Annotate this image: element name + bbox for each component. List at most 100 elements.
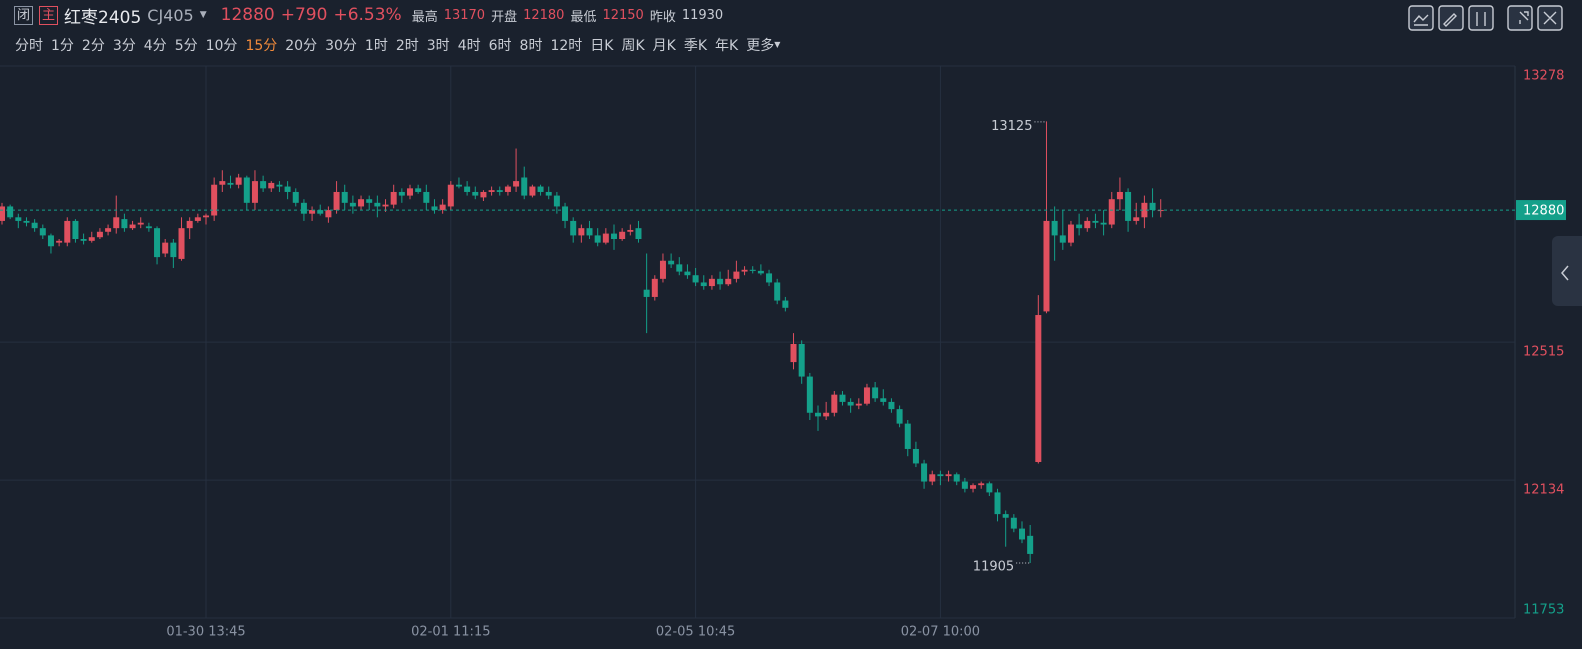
candle-body	[39, 228, 46, 236]
candle-body	[1076, 224, 1083, 229]
candle-body	[113, 217, 120, 229]
last-price-tag	[1516, 200, 1566, 221]
candle-body	[880, 398, 887, 402]
more-caret: ▼	[774, 40, 781, 49]
candle-body	[961, 481, 968, 489]
period-button[interactable]: 4时	[457, 38, 481, 54]
candle-body	[635, 228, 642, 240]
candle-body	[611, 233, 617, 240]
period-button[interactable]: 12时	[550, 38, 583, 54]
candle-body	[464, 186, 471, 192]
candle-body	[260, 181, 267, 189]
candle-body	[806, 376, 813, 413]
period-button[interactable]: 分时	[15, 38, 43, 54]
dropdown-caret[interactable]: ▼	[199, 10, 207, 20]
period-button[interactable]: 1时	[364, 38, 388, 54]
status-tag: 闭	[14, 5, 34, 25]
candle-body	[1141, 202, 1148, 218]
candle-body	[227, 182, 234, 185]
candle-body	[839, 394, 846, 402]
period-button[interactable]: 季K	[683, 38, 708, 54]
candle-body	[341, 191, 348, 203]
period-button[interactable]: 2分	[81, 38, 105, 54]
symbol-name: 红枣2405	[64, 7, 142, 28]
symbol-code[interactable]: CJ405	[147, 5, 194, 25]
candle-body	[415, 188, 422, 192]
candle-body	[594, 235, 601, 243]
candle-body	[847, 401, 854, 406]
main-tag[interactable]: 主	[39, 5, 59, 25]
candle-body	[790, 343, 797, 363]
period-button[interactable]: 5分	[174, 38, 198, 54]
period-button[interactable]: 20分	[285, 38, 318, 54]
side-panel-handle[interactable]	[1552, 236, 1582, 306]
candle-body	[488, 190, 495, 192]
period-button[interactable]: 8时	[519, 38, 543, 54]
stat-value: 13170	[443, 7, 486, 23]
candle-body	[7, 206, 14, 218]
candle-body	[47, 235, 54, 247]
candle-body	[1133, 217, 1140, 221]
candle-body	[578, 228, 585, 236]
period-button[interactable]: 4分	[143, 38, 167, 54]
candle-body	[1019, 528, 1025, 540]
candle-body	[692, 275, 699, 283]
candle-body	[896, 409, 903, 424]
candle-body	[374, 202, 381, 207]
period-button[interactable]: 日K	[590, 38, 614, 54]
candle-body	[366, 199, 373, 203]
period-button[interactable]: 3分	[112, 38, 136, 54]
draw-button[interactable]	[1438, 5, 1464, 31]
period-button[interactable]: 3时	[426, 38, 450, 54]
candle-body	[537, 186, 544, 192]
candle-body	[1067, 224, 1074, 243]
x-tick-label: 02-05 10:45	[656, 625, 735, 640]
candle-body	[1027, 535, 1034, 554]
candle-type-button[interactable]	[1468, 5, 1494, 31]
candle-body	[1059, 235, 1066, 243]
candle-body	[1108, 199, 1115, 225]
candle-body	[1010, 517, 1017, 529]
candle-body	[178, 228, 185, 259]
candle-body	[309, 210, 316, 214]
candle-body	[798, 343, 805, 377]
candle-body	[243, 177, 250, 203]
candle-body	[945, 474, 952, 477]
candle-body	[659, 260, 666, 279]
period-button[interactable]: 15分	[245, 38, 278, 54]
fullscreen-button[interactable]	[1507, 5, 1533, 31]
period-button[interactable]: 10分	[205, 38, 238, 54]
candle-body	[643, 289, 650, 297]
period-button[interactable]: 周K	[621, 38, 645, 54]
more-button[interactable]: 更多	[746, 38, 775, 54]
period-button[interactable]: 月K	[652, 38, 676, 54]
candle-body	[219, 181, 226, 185]
min-label: 11905	[973, 559, 1014, 574]
candle-body	[1043, 220, 1050, 312]
candle-body	[912, 448, 919, 464]
last-price-label: 12880	[1523, 204, 1564, 219]
candle-body	[741, 269, 748, 272]
period-button[interactable]: 2时	[395, 38, 419, 54]
period-button[interactable]: 1分	[51, 38, 74, 54]
candle-body	[553, 195, 560, 207]
candle-body	[651, 278, 658, 297]
period-button[interactable]: 年K	[715, 38, 739, 54]
period-button[interactable]: 30分	[325, 38, 357, 54]
candle-body	[317, 210, 324, 214]
candle-body	[586, 228, 593, 236]
stat-value: 12150	[602, 7, 644, 23]
change-pct: +6.53%	[333, 5, 402, 25]
candle-body	[888, 401, 895, 410]
candle-body	[496, 190, 503, 192]
candle-body	[627, 229, 634, 232]
candle-body	[1084, 220, 1091, 229]
candle-body	[953, 474, 960, 482]
candle-body	[570, 220, 577, 236]
max-label: 13125	[991, 119, 1032, 134]
candle-body	[349, 202, 356, 207]
candle-body	[545, 191, 552, 196]
period-button[interactable]: 6时	[488, 38, 512, 54]
candle-body	[872, 387, 879, 399]
